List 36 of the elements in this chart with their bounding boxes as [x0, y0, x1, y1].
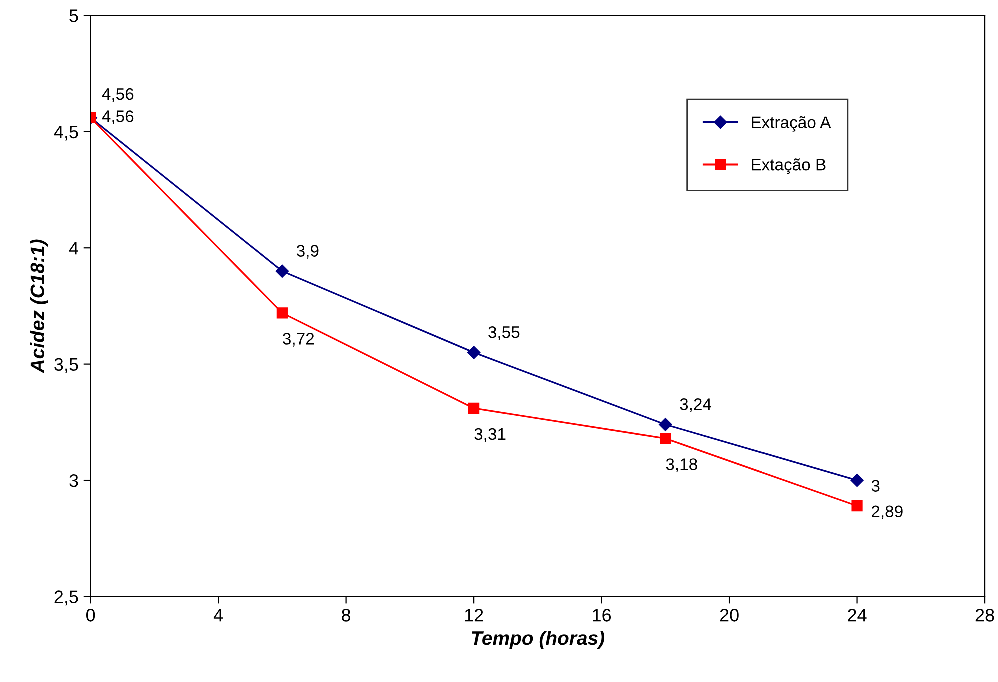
y-tick-label: 4,5 — [54, 126, 78, 141]
y-tick-label: 4 — [69, 242, 78, 255]
y-tick-label: 3,5 — [54, 358, 78, 374]
data-label: 3 — [872, 480, 880, 492]
data-label: 3,18 — [666, 458, 698, 472]
x-tick-label: 12 — [465, 609, 484, 622]
data-label: 4,56 — [102, 110, 134, 124]
data-label: 3,24 — [680, 398, 712, 412]
point — [467, 346, 481, 360]
point — [660, 433, 672, 444]
data-label: 3,9 — [296, 245, 319, 259]
x-tick-label: 8 — [342, 609, 351, 622]
data-label: 3,31 — [474, 428, 506, 442]
point — [659, 418, 672, 432]
point — [276, 308, 288, 319]
y-tick-label: 5 — [70, 10, 78, 22]
data-label: 2,89 — [872, 506, 903, 520]
legend-label: Extração A — [752, 116, 832, 132]
legend-label: Extação B — [752, 158, 826, 174]
point — [468, 402, 480, 414]
point — [276, 264, 290, 278]
data-label: 3,72 — [283, 333, 314, 347]
y-tick-label: 3 — [70, 474, 78, 488]
x-tick-label: 4 — [214, 609, 224, 622]
x-tick-label: 28 — [976, 609, 994, 622]
x-tick-label: 24 — [848, 609, 867, 622]
data-label: 4,56 — [102, 88, 134, 102]
y-axis-title: Acidez (C18:1) — [30, 240, 48, 374]
y-tick-label: 2,5 — [54, 590, 78, 606]
x-axis-title: Tempo (horas) — [472, 630, 605, 650]
point — [850, 474, 864, 488]
data-label: 3,55 — [488, 326, 520, 340]
x-tick-label: 0 — [86, 609, 96, 622]
x-tick-label: 16 — [593, 609, 612, 622]
x-tick-label: 20 — [720, 609, 739, 622]
point — [852, 500, 863, 512]
